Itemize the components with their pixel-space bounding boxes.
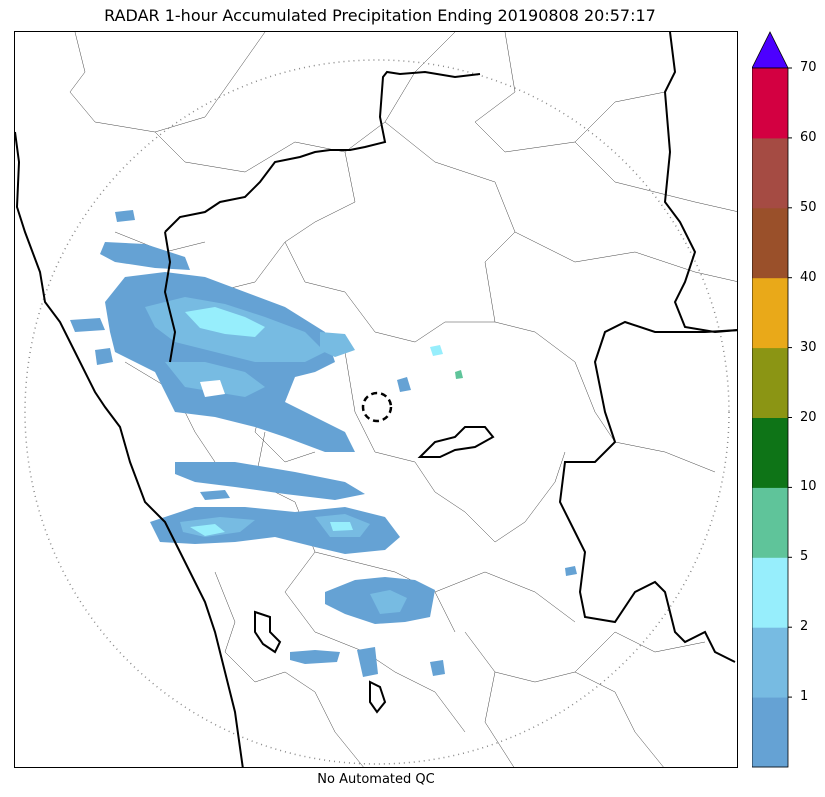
precip-gap-nw [200,380,225,397]
colorbar-segment [752,697,788,768]
radar-site-marker [361,391,393,423]
precip-cell-ne2 [455,370,463,379]
precip-band-mid-s [200,490,230,500]
colorbar-tick-label: 20 [800,409,817,425]
colorbar-tick-label: 2 [800,619,809,635]
colorbar-tick-label: 1 [800,689,809,705]
colorbar-ticks [788,67,792,698]
precip-cell-c1 [320,332,355,357]
precip-cell-w2 [115,210,135,222]
colorbar [752,31,792,768]
precip-cell-s1 [290,650,340,664]
precip-cell-c2 [397,377,411,392]
precip-band-s-core [190,524,225,536]
precip-cell-s3 [430,660,445,676]
precip-band-nw-mid2 [165,362,265,397]
colorbar-segment [752,627,788,698]
radar-range-ring [24,59,730,765]
precip-band-mid [175,462,365,500]
colorbar-tick-label: 70 [800,60,817,75]
precip-cluster-s-mid [370,590,407,614]
colorbar-segments [752,68,788,768]
state-boundaries [15,32,737,767]
precip-streak-nw [100,242,190,270]
colorbar-extend-triangle [752,31,789,69]
colorbar-tick-label: 60 [800,129,817,145]
precip-cell-ne [430,345,443,356]
colorbar-tick-label: 30 [800,339,817,355]
boundary-north [164,70,481,233]
map-canvas [15,32,737,767]
precip-cell-w3 [95,348,113,365]
colorbar-segment [752,487,788,558]
radar-map [14,31,738,768]
colorbar-tick-label: 5 [800,549,809,565]
precip-cell-w1 [70,318,105,332]
colorbar-segment [752,207,788,279]
precip-band-nw-core [185,307,265,337]
colorbar-segment [752,557,788,628]
colorbar-tick-label: 10 [800,479,817,495]
colorbar-tick-label: 50 [800,199,817,215]
colorbar-tick-label: 40 [800,269,817,285]
boundary-south-lake [254,610,282,654]
map-title: RADAR 1-hour Accumulated Precipitation E… [104,6,656,25]
colorbar-segment [752,137,788,209]
boundary-southeast [558,320,737,663]
coastline [15,131,244,767]
colorbar-segment [752,277,788,349]
precip-cell-se [565,566,577,576]
precip-band-nw-outer [105,272,355,452]
colorbar-segment [752,68,788,139]
colorbar-segment [752,417,788,488]
precip-cell-s2 [357,647,378,677]
precip-band-s-core2 [330,522,353,531]
boundary-inland [417,426,495,458]
boundary-west [163,231,177,363]
boundary-south-enclave [369,680,387,714]
qc-caption: No Automated QC [317,772,435,787]
boundary-east [663,32,737,334]
colorbar-segment [752,347,788,418]
precipitation-areas [70,210,577,677]
